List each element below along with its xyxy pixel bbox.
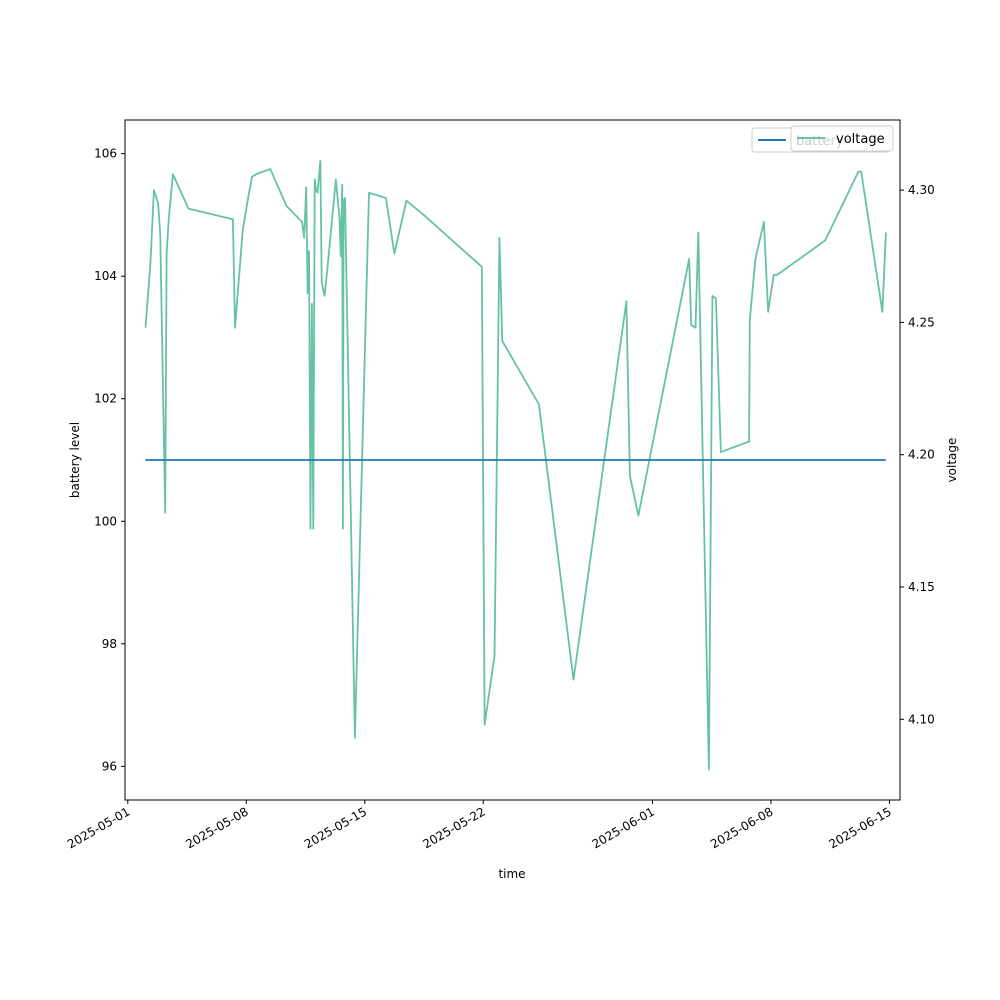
y-right-tick-label: 4.20 xyxy=(908,448,935,462)
plot-area xyxy=(144,160,887,771)
y-right-tick-label: 4.25 xyxy=(908,315,935,329)
y-left-tick-label: 96 xyxy=(102,759,117,773)
y-axis-right: 4.10 4.15 4.20 4.25 4.30 xyxy=(900,183,935,726)
series-line-voltage xyxy=(144,160,887,771)
y-left-tick-label: 106 xyxy=(94,147,117,161)
y-axis-left-label: battery level xyxy=(68,422,82,498)
legend-voltage: voltage xyxy=(790,125,894,152)
y-axis-right-label: voltage xyxy=(945,438,959,483)
y-left-tick-label: 104 xyxy=(94,269,117,283)
y-left-tick-label: 98 xyxy=(102,637,117,651)
legend-voltage-label: voltage xyxy=(836,132,885,147)
y-left-tick-label: 102 xyxy=(94,392,117,406)
y-right-tick-label: 4.30 xyxy=(908,183,935,197)
y-axis-left: 96 98 100 102 104 106 xyxy=(94,147,125,773)
axes-frame xyxy=(124,119,901,801)
y-right-tick-label: 4.10 xyxy=(908,712,935,726)
y-right-tick-label: 4.15 xyxy=(908,580,935,594)
legend-voltage-frame xyxy=(790,125,894,152)
x-axis-label: time xyxy=(498,867,525,881)
y-left-tick-label: 100 xyxy=(94,514,117,528)
